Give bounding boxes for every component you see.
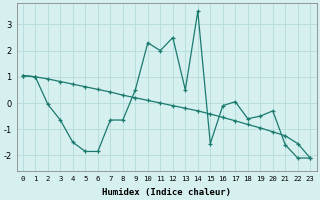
X-axis label: Humidex (Indice chaleur): Humidex (Indice chaleur)	[102, 188, 231, 197]
